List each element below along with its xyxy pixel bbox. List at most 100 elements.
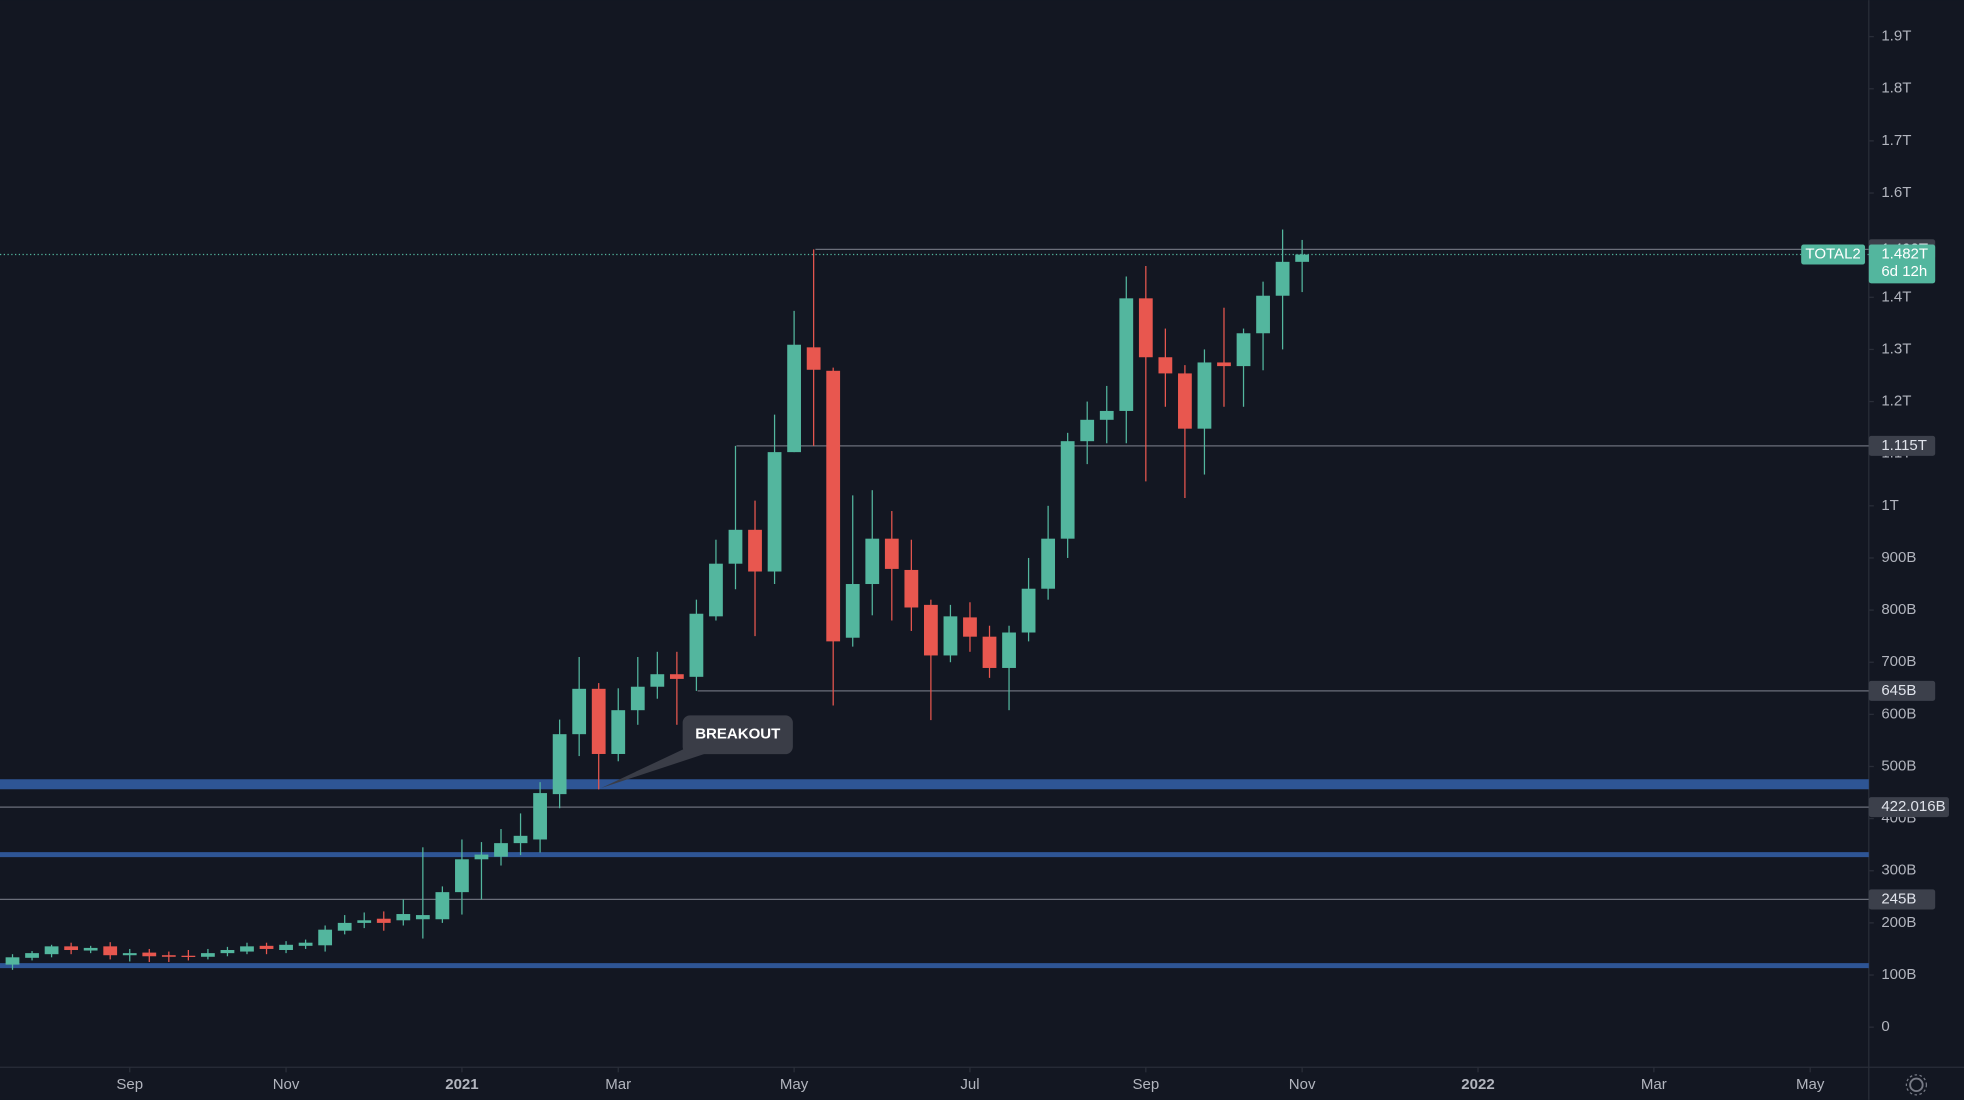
x-tick-label: Nov — [1289, 1076, 1316, 1093]
candle-body — [1119, 298, 1134, 411]
candle-body — [826, 370, 841, 642]
candle-body — [298, 942, 313, 946]
settings-icon[interactable] — [1905, 1074, 1928, 1096]
level-badge — [1868, 435, 1936, 456]
x-tick-label: Mar — [1641, 1076, 1667, 1093]
candle-body — [64, 946, 79, 951]
y-tick-label: 1T — [1881, 497, 1899, 514]
candle-body — [650, 674, 665, 687]
last-price-badge — [1868, 244, 1936, 284]
candle-body — [1099, 410, 1114, 420]
candle-body — [220, 950, 235, 954]
candle-body — [1060, 441, 1075, 539]
candle-body — [1217, 362, 1231, 367]
candle-body — [1080, 419, 1095, 442]
x-tick-label: 2021 — [445, 1076, 478, 1093]
y-tick-label: 700B — [1881, 653, 1916, 670]
callout-box — [682, 715, 793, 755]
level-label: 645B — [1881, 682, 1916, 699]
y-tick-label: 500B — [1881, 757, 1916, 774]
candle-body — [1021, 588, 1036, 633]
candle-body — [513, 835, 528, 844]
y-tick-label: 100B — [1881, 966, 1916, 983]
countdown: 6d 12h — [1881, 263, 1927, 280]
y-tick-label: 900B — [1881, 549, 1916, 566]
candle-body — [1275, 261, 1290, 296]
candle-body — [240, 946, 254, 952]
x-tick-label: 2022 — [1461, 1076, 1494, 1093]
candle-body — [181, 955, 196, 957]
candle-body — [161, 955, 176, 957]
x-tick-label: May — [780, 1076, 809, 1093]
candle-body — [5, 957, 20, 965]
candle-body — [494, 843, 508, 857]
candle-body — [748, 529, 762, 572]
candle-body — [865, 538, 880, 585]
candle-body — [552, 734, 567, 795]
candle-body — [44, 946, 59, 955]
candle-body — [845, 584, 860, 638]
candle-body — [83, 947, 98, 951]
candle-body — [376, 918, 391, 923]
candle-body — [1236, 333, 1251, 367]
x-tick-label: Nov — [273, 1076, 300, 1093]
candle-body — [357, 920, 372, 923]
y-tick-label: 1.6T — [1881, 184, 1911, 201]
x-tick-label: Jul — [960, 1076, 979, 1093]
series-badge — [1801, 244, 1866, 265]
candle-body — [923, 604, 938, 656]
y-tick-label: 800B — [1881, 601, 1916, 618]
candle-body — [318, 929, 333, 946]
candle-body — [689, 613, 704, 677]
candle-body — [1295, 254, 1310, 262]
y-tick-label: 600B — [1881, 705, 1916, 722]
candle-body — [201, 953, 215, 957]
candle-body — [1178, 373, 1192, 429]
candle-body — [142, 952, 157, 957]
candle-body — [279, 944, 293, 951]
candle-body — [25, 953, 39, 958]
candle-body — [630, 686, 645, 711]
candle-body — [884, 538, 899, 569]
y-tick-label: 0 — [1881, 1018, 1889, 1035]
candle-body — [611, 710, 626, 754]
candle-body — [1197, 362, 1212, 429]
level-badge — [1868, 680, 1936, 701]
candle-body — [943, 616, 958, 656]
y-tick-label: 1.7T — [1881, 132, 1911, 149]
candle-body — [572, 688, 587, 735]
candle-body — [904, 569, 919, 608]
candle-body — [1138, 298, 1153, 358]
level-badge — [1868, 797, 1949, 818]
last-price-label: 1.482T — [1881, 246, 1928, 263]
y-tick-label: 300B — [1881, 862, 1916, 879]
candle-body — [806, 347, 821, 370]
y-tick-label: 1.8T — [1881, 80, 1911, 97]
callout-tail — [601, 746, 704, 788]
x-tick-label: Mar — [605, 1076, 631, 1093]
level-badge — [1868, 889, 1936, 910]
candle-body — [415, 915, 430, 920]
candle-body — [122, 953, 137, 956]
candle-body — [435, 892, 450, 920]
candle-body — [396, 914, 411, 921]
candle-body — [787, 344, 801, 453]
y-tick-label: 1.3T — [1881, 340, 1911, 357]
candle-body — [963, 617, 977, 637]
y-tick-label: 1.4T — [1881, 288, 1911, 305]
candle-body — [474, 854, 489, 860]
candle-body — [982, 636, 997, 668]
candle-body — [1002, 632, 1016, 668]
candle-body — [259, 945, 274, 949]
candle-body — [767, 452, 782, 572]
series-name: TOTAL2 — [1805, 246, 1860, 263]
candle-body — [533, 793, 547, 840]
candle-body — [669, 674, 684, 679]
candle-body — [455, 859, 469, 893]
x-tick-label: Sep — [1132, 1076, 1159, 1093]
candle-body — [728, 529, 743, 564]
annotation: BREAKOUT — [695, 726, 781, 743]
